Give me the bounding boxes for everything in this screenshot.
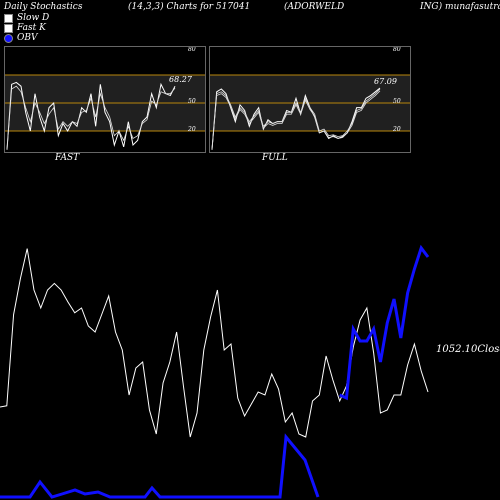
fast-last-value-label: 68.27 — [169, 75, 193, 84]
full-series-2 — [211, 90, 381, 150]
full-panel-label: FULL — [262, 153, 288, 163]
legend-swatch-slow-d — [4, 13, 13, 23]
full-stochastic-chart: 80 50 20 67.09 — [210, 46, 410, 150]
legend-label-fast-k: Fast K — [17, 23, 46, 33]
price-line — [0, 248, 429, 438]
legend: Slow D Fast K OBV — [4, 13, 49, 43]
full-tick-label-50: 50 — [393, 98, 401, 105]
full-series-0 — [211, 87, 381, 150]
chart-source: ING) munafasutra.com — [420, 2, 500, 12]
fast-stochastic-chart: 80 50 20 68.27 — [5, 46, 205, 150]
legend-swatch-fast-k — [4, 23, 13, 33]
fast-tick-label-50: 50 — [188, 98, 196, 105]
full-last-value-label: 67.09 — [374, 77, 397, 86]
legend-item-obv: OBV — [4, 33, 49, 43]
legend-swatch-obv — [4, 33, 13, 43]
chart-title: Daily Stochastics — [4, 2, 83, 12]
fast-panel-label: FAST — [55, 153, 80, 163]
fast-stochastic-panel: 80 50 20 68.27 — [4, 46, 206, 153]
obv-line-history — [0, 433, 320, 499]
fast-series-1 — [6, 85, 176, 150]
fast-series-0 — [6, 81, 176, 150]
legend-label-obv: OBV — [17, 33, 38, 43]
full-tick-label-80: 80 — [393, 47, 401, 53]
full-tick-label-20: 20 — [392, 126, 401, 133]
chart-params: (14,3,3) Charts for 517041 — [128, 2, 251, 12]
legend-item-slow-d: Slow D — [4, 13, 49, 23]
legend-item-fast-k: Fast K — [4, 23, 49, 33]
full-stochastic-panel: 80 50 20 67.09 — [209, 46, 411, 153]
obv-line-0 — [339, 244, 430, 401]
full-series-1 — [211, 88, 381, 150]
fast-tick-label-20: 20 — [187, 126, 196, 133]
chart-symbol: (ADORWELD — [284, 2, 345, 12]
fast-tick-label-80: 80 — [188, 47, 196, 53]
price-last-label: 1052.10Close — [436, 344, 500, 355]
legend-label-slow-d: Slow D — [17, 13, 50, 23]
